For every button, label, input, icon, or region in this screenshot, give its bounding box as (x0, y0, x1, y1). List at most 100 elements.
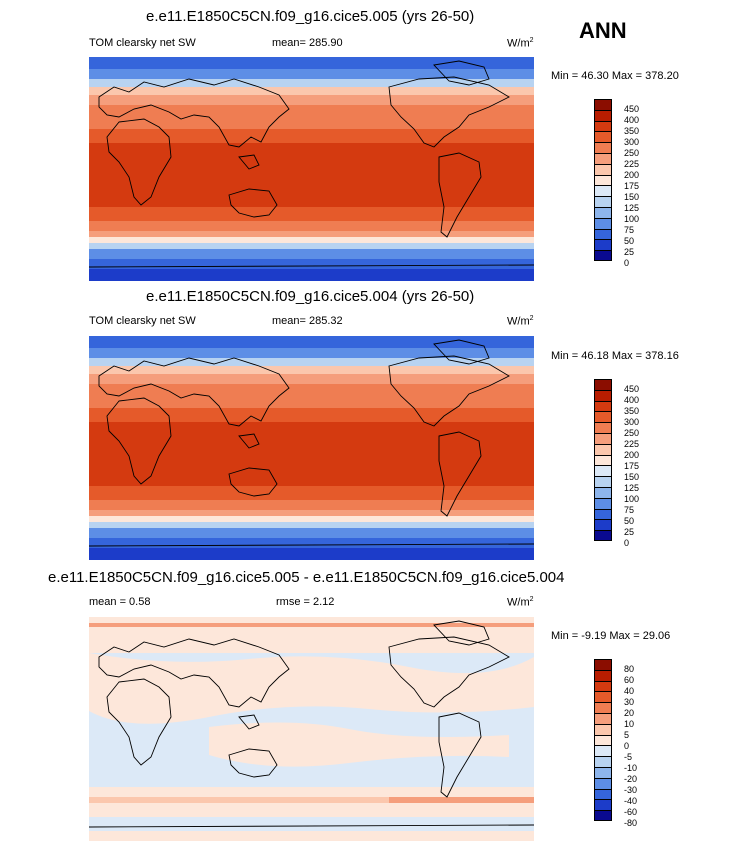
panel-3-mean-label: mean = 0.58 (89, 596, 151, 608)
panel-3-colorbar-label: 80 (624, 664, 635, 674)
panel-2-colorbar-swatch (594, 530, 612, 541)
panel-3-colorbar-swatch (594, 734, 612, 746)
panel-1-variable-label: TOM clearsky net SW (89, 37, 196, 49)
panel-1-mean-label: mean= 285.90 (272, 37, 343, 49)
panel-3-colorbar-swatch (594, 659, 612, 670)
panel-3-colorbar-swatch (594, 788, 612, 800)
panel-3-colorbar-label: 5 (624, 730, 630, 740)
panel-2-colorbar-label: 50 (624, 516, 635, 526)
panel-2-colorbar-label: 75 (624, 505, 635, 515)
panel-1-colorbar-label: 0 (624, 258, 630, 268)
panel-2-colorbar-swatch (594, 476, 612, 487)
panel-1-colorbar-label: 225 (624, 159, 640, 169)
panel-2-map (89, 336, 534, 560)
panel-3-colorbar-label: 30 (624, 697, 635, 707)
panel-2-minmax: Min = 46.18 Max = 378.16 (551, 350, 679, 362)
panel-1-colorbar-swatch (594, 196, 612, 207)
panel-1-colorbar-label: 300 (624, 137, 640, 147)
panel-1-colorbar-swatch (594, 239, 612, 251)
panel-3-colorbar-swatch (594, 745, 612, 757)
panel-1-units: W/m2 (507, 37, 534, 50)
panel-2-colorbar-swatch (594, 443, 612, 455)
panel-3-colorbar-label: 0 (624, 741, 630, 751)
panel-1-colorbar-swatch (594, 174, 612, 186)
panel-1-colorbar-swatch (594, 185, 612, 197)
panel-2-title: e.e11.E1850C5CN.f09_g16.cice5.004 (yrs 2… (146, 288, 475, 305)
panel-2-colorbar-label: 0 (624, 538, 630, 548)
panel-3-colorbar-swatch (594, 799, 612, 811)
panel-1-colorbar-swatch (594, 99, 612, 110)
panel-2-colorbar-label: 300 (624, 417, 640, 427)
panel-3-colorbar-label: 20 (624, 708, 635, 718)
panel-3-colorbar-swatch (594, 766, 612, 778)
panel-3-colorbar-label: -5 (624, 752, 633, 762)
panel-3-minmax: Min = -9.19 Max = 29.06 (551, 630, 671, 642)
panel-1-colorbar-label: 125 (624, 203, 640, 213)
panel-3-colorbar-swatch (594, 702, 612, 713)
panel-3-colorbar-swatch (594, 756, 612, 767)
panel-3-colorbar-swatch (594, 723, 612, 735)
panel-1-colorbar-swatch (594, 163, 612, 175)
panel-1-title: e.e11.E1850C5CN.f09_g16.cice5.005 (yrs 2… (146, 8, 475, 25)
panel-2-colorbar-label: 175 (624, 461, 640, 471)
panel-1-colorbar-label: 100 (624, 214, 640, 224)
panel-1-colorbar-label: 175 (624, 181, 640, 191)
panel-3-colorbar-label: 60 (624, 675, 635, 685)
panel-1-colorbar-label: 200 (624, 170, 640, 180)
panel-2-variable-label: TOM clearsky net SW (89, 315, 196, 327)
panel-1-minmax: Min = 46.30 Max = 378.20 (551, 70, 679, 82)
panel-2-colorbar-label: 150 (624, 472, 640, 482)
panel-2-units: W/m2 (507, 315, 534, 328)
panel-2-colorbar-label: 350 (624, 406, 640, 416)
panel-1-colorbar-swatch (594, 152, 612, 164)
panel-2-mean-label: mean= 285.32 (272, 315, 343, 327)
panel-1-colorbar-swatch (594, 206, 612, 218)
panel-3-colorbar-label: 10 (624, 719, 635, 729)
panel-3-colorbar-label: -30 (624, 785, 638, 795)
panel-1-colorbar-label: 50 (624, 236, 635, 246)
panel-2-colorbar-swatch (594, 400, 612, 412)
panel-1-colorbar-swatch (594, 217, 612, 229)
panel-2-colorbar-label: 25 (624, 527, 635, 537)
panel-1-colorbar-label: 25 (624, 247, 635, 257)
panel-3-map (89, 617, 534, 841)
panel-3-colorbar-swatch (594, 810, 612, 821)
panel-1-colorbar-swatch (594, 228, 612, 240)
panel-2-colorbar-swatch (594, 422, 612, 433)
panel-2-colorbar-swatch (594, 497, 612, 509)
season-label: ANN (579, 18, 627, 43)
panel-2-colorbar-label: 400 (624, 395, 640, 405)
panel-1-colorbar-label: 250 (624, 148, 640, 158)
panel-1-colorbar-label: 350 (624, 126, 640, 136)
panel-2-colorbar (594, 379, 612, 541)
panel-3-title: e.e11.E1850C5CN.f09_g16.cice5.005 - e.e1… (48, 569, 565, 586)
panel-3-colorbar-label: -20 (624, 774, 638, 784)
panel-2-colorbar-swatch (594, 486, 612, 498)
panel-1-colorbar-swatch (594, 120, 612, 132)
panel-2-colorbar-swatch (594, 389, 612, 401)
panel-3-colorbar-label: -80 (624, 818, 638, 828)
panel-2-colorbar-label: 250 (624, 428, 640, 438)
panel-1-colorbar (594, 99, 612, 261)
panel-2-colorbar-swatch (594, 508, 612, 520)
panel-2-colorbar-swatch (594, 411, 612, 423)
panel-2-colorbar-swatch (594, 454, 612, 466)
panel-2-colorbar-swatch (594, 432, 612, 444)
panel-2-colorbar-swatch (594, 465, 612, 477)
panel-2-colorbar-label: 225 (624, 439, 640, 449)
panel-1-colorbar-label: 450 (624, 104, 640, 114)
panel-2-colorbar-label: 100 (624, 494, 640, 504)
panel-1-colorbar-swatch (594, 250, 612, 261)
panel-3-colorbar-swatch (594, 669, 612, 681)
panel-2-colorbar-label: 450 (624, 384, 640, 394)
panel-3-colorbar-swatch (594, 680, 612, 692)
panel-2-colorbar-label: 125 (624, 483, 640, 493)
panel-3-colorbar-swatch (594, 712, 612, 724)
panel-3-colorbar-label: -10 (624, 763, 638, 773)
panel-1-map (89, 57, 534, 281)
panel-1-colorbar-swatch (594, 142, 612, 153)
panel-2-colorbar-swatch (594, 519, 612, 531)
panel-3-colorbar-label: -40 (624, 796, 638, 806)
panel-1-colorbar-swatch (594, 131, 612, 143)
panel-3-rmse-label: rmse = 2.12 (276, 596, 335, 608)
